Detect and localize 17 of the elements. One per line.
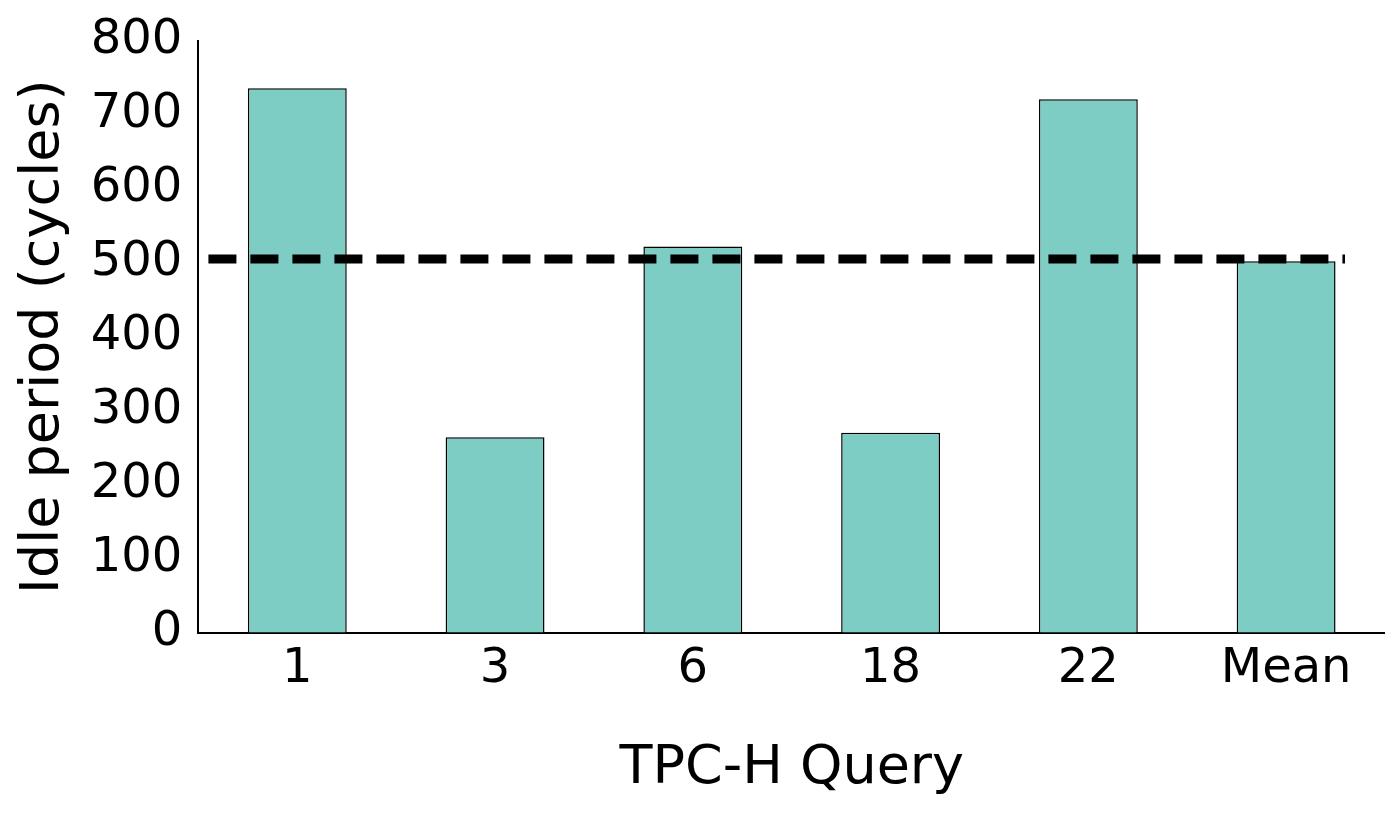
y-tick-label: 300 [90, 378, 183, 435]
y-tick-label: 200 [90, 452, 183, 509]
x-tick-label: 3 [479, 636, 511, 693]
x-tick-label: 18 [860, 636, 922, 693]
y-axis-title: Idle period (cycles) [8, 79, 72, 594]
x-axis-title: TPC-H Query [618, 732, 965, 796]
y-tick-label: 0 [151, 600, 183, 657]
y-tick-label: 100 [90, 526, 183, 583]
x-tick-label: Mean [1220, 636, 1352, 693]
x-tick-label: 22 [1057, 636, 1119, 693]
y-tick-label: 400 [90, 304, 183, 361]
y-tick-label: 500 [90, 230, 183, 287]
x-tick-label: 6 [677, 636, 709, 693]
y-tick-label: 700 [90, 82, 183, 139]
y-tick-label: 600 [90, 156, 183, 213]
y-tick-label: 800 [90, 8, 183, 65]
x-tick-label: 1 [282, 636, 313, 693]
